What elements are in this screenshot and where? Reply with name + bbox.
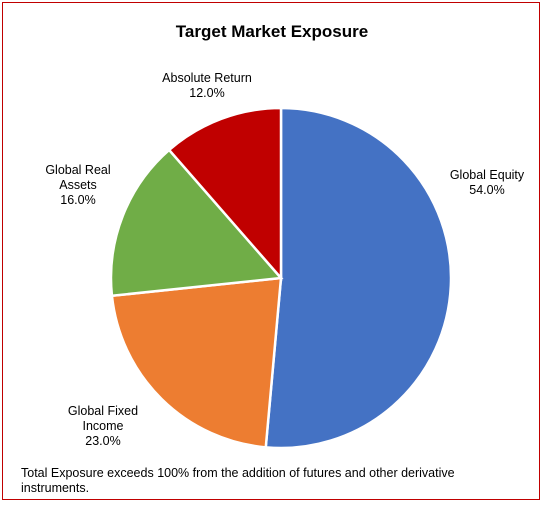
slice-label: Global Equity 54.0% bbox=[450, 168, 525, 197]
slice-value-label: 16.0% bbox=[60, 193, 95, 207]
pie-slice bbox=[264, 106, 453, 450]
slice-name-label: Absolute Return bbox=[162, 71, 252, 85]
slice-label: Global Real Assets 16.0% bbox=[45, 163, 110, 207]
pie-slice bbox=[110, 276, 283, 449]
pie-slice bbox=[109, 148, 284, 298]
slice-name-label: Global Fixed bbox=[68, 404, 138, 418]
slice-value-label: 54.0% bbox=[469, 183, 504, 197]
chart-title: Target Market Exposure bbox=[175, 22, 369, 41]
slice-label: Absolute Return 12.0% bbox=[162, 71, 252, 100]
pie-chart: Global Equity 54.0% Global Fixed Income 23.0… bbox=[45, 71, 525, 450]
chart-frame: Target Market Exposure Global Equity 54.0… bbox=[2, 2, 540, 500]
slice-value-label: 23.0% bbox=[85, 434, 120, 448]
pie-slice bbox=[167, 106, 283, 282]
footnote: Total Exposure exceeds 100% from the add… bbox=[21, 466, 455, 495]
slice-label: Global Fixed Income 23.0% bbox=[68, 404, 138, 448]
slice-name-label: Global Real bbox=[45, 163, 110, 177]
slice-value-label: 12.0% bbox=[189, 86, 224, 100]
slice-name-label: Global Equity bbox=[450, 168, 525, 182]
slice-name-label: Assets bbox=[59, 178, 97, 192]
slice-name-label: Income bbox=[83, 419, 124, 433]
